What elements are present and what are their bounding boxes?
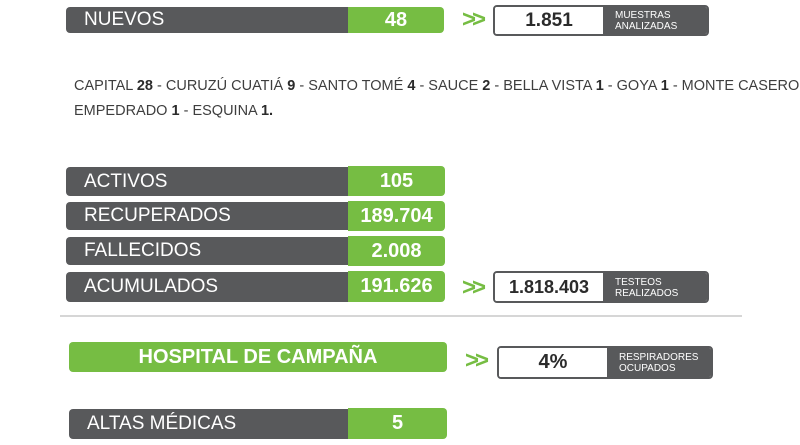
muestras-box: 1.851 MUESTRAS ANALIZADAS	[493, 5, 709, 36]
testeos-value: 1.818.403	[495, 273, 603, 301]
respiradores-value: 4%	[499, 348, 607, 377]
fallecidos-label: FALLECIDOS	[66, 237, 348, 265]
testeos-box: 1.818.403 TESTEOS REALIZADOS	[493, 271, 709, 303]
activos-label: ACTIVOS	[66, 167, 348, 196]
acumulados-value: 191.626	[348, 271, 445, 302]
recuperados-label: RECUPERADOS	[66, 202, 348, 230]
cities-line-1: CAPITAL 28 - CURUZÚ CUATIÁ 9 - SANTO TOM…	[74, 74, 800, 99]
cities-line-2: EMPEDRADO 1 - ESQUINA 1.	[74, 99, 273, 124]
city-empedrado: EMPEDRADO 1	[74, 103, 180, 119]
city-curuzu-cuatia: - CURUZÚ CUATIÁ 9	[153, 78, 296, 94]
altas-value: 5	[348, 408, 447, 439]
city-bella-vista: - BELLA VISTA 1	[490, 78, 604, 94]
altas-label: ALTAS MÉDICAS	[69, 409, 348, 439]
muestras-value: 1.851	[495, 7, 603, 34]
testeos-label: TESTEOS REALIZADOS	[603, 273, 707, 301]
recuperados-value: 189.704	[348, 201, 445, 231]
city-esquina: - ESQUINA 1.	[179, 103, 274, 119]
chevron-icon: >>	[462, 6, 486, 33]
respiradores-box: 4% RESPIRADORES OCUPADOS	[497, 346, 713, 379]
fallecidos-value: 2.008	[348, 236, 445, 266]
chevron-icon: >>	[465, 347, 489, 374]
acumulados-label: ACUMULADOS	[66, 272, 348, 302]
city-santo-tome: - SANTO TOMÉ 4	[295, 78, 416, 94]
section-divider	[60, 315, 742, 317]
nuevos-label: NUEVOS	[66, 7, 348, 33]
muestras-label: MUESTRAS ANALIZADAS	[603, 7, 707, 34]
city-goya: - GOYA 1	[603, 78, 669, 94]
activos-value: 105	[348, 166, 445, 196]
chevron-icon: >>	[462, 274, 486, 301]
nuevos-value: 48	[348, 7, 444, 33]
hospital-title: HOSPITAL DE CAMPAÑA	[69, 342, 447, 372]
respiradores-label: RESPIRADORES OCUPADOS	[607, 348, 711, 377]
city-capital: CAPITAL 28	[74, 78, 153, 94]
city-sauce: - SAUCE 2	[415, 78, 491, 94]
city-monte-caseros: - MONTE CASEROS 1	[668, 78, 800, 94]
